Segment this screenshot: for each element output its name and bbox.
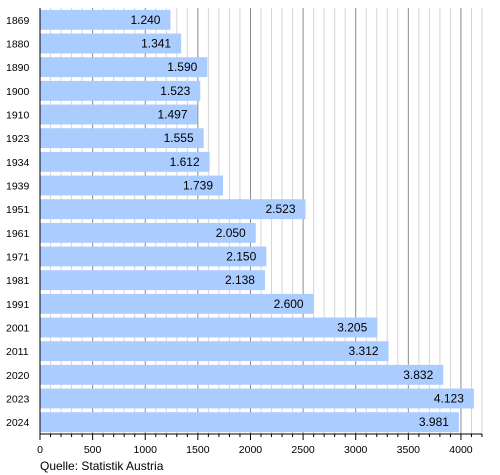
bar (40, 80, 201, 101)
category-label: 2011 (6, 346, 29, 358)
category-label: 2024 (6, 417, 30, 429)
category-label: 1900 (6, 86, 30, 98)
x-tick-label: 2000 (239, 444, 263, 456)
bar (40, 128, 204, 149)
x-tick-label: 1000 (134, 444, 158, 456)
bar (40, 175, 224, 196)
bar (40, 270, 265, 291)
bar-layer: 1.240 1.341 1.590 1.523 1.497 1.555 1.612 1.739… (40, 9, 474, 433)
bar-value-label: 2.523 (265, 202, 295, 216)
bar-value-label: 1.555 (164, 131, 194, 145)
bar (40, 293, 314, 314)
x-tick-label: 2500 (291, 444, 315, 456)
bar (40, 151, 210, 172)
bar-value-label: 2.050 (216, 226, 246, 240)
bar (40, 57, 208, 78)
bar-value-label: 2.138 (225, 273, 255, 287)
x-tick-label: 3000 (344, 444, 368, 456)
x-tick-label: 0 (37, 444, 43, 456)
x-tick-label: 1500 (186, 444, 210, 456)
bar-value-label: 3.832 (403, 368, 433, 382)
bar (40, 412, 459, 433)
bar (40, 388, 474, 409)
x-tick-label: 500 (84, 444, 102, 456)
bar-value-label: 4.123 (434, 392, 464, 406)
bar (40, 33, 182, 54)
bar (40, 246, 267, 267)
source-note: Quelle: Statistik Austria (40, 459, 164, 473)
category-label: 1939 (6, 181, 30, 193)
category-label: 2001 (6, 323, 30, 335)
bar (40, 104, 198, 125)
x-tick-label: 3500 (397, 444, 421, 456)
category-label: 2023 (6, 394, 30, 406)
bar-value-label: 1.523 (160, 84, 190, 98)
bar (40, 222, 256, 243)
category-label: 1934 (6, 157, 30, 169)
bar (40, 317, 378, 338)
bar-value-label: 2.600 (274, 297, 304, 311)
bar-value-label: 2.150 (226, 250, 256, 264)
category-label: 1961 (6, 228, 30, 240)
category-label: 1971 (6, 252, 30, 264)
axis-layer: 1869 1880 1890 1900 1910 1923 1934 1939 1951 1961… (6, 8, 483, 456)
bar-value-label: 3.981 (419, 415, 449, 429)
bar-value-label: 1.590 (167, 60, 197, 74)
category-label: 1981 (6, 275, 30, 287)
grid-layer (50, 8, 483, 434)
bar-value-label: 3.312 (349, 344, 379, 358)
bar-value-label: 1.739 (183, 179, 213, 193)
bar (40, 9, 171, 30)
bar-value-label: 1.240 (130, 13, 160, 27)
category-label: 1923 (6, 133, 30, 145)
category-label: 1991 (6, 299, 30, 311)
category-label: 2020 (6, 370, 30, 382)
bar-value-label: 1.341 (141, 37, 171, 51)
bar (40, 341, 389, 362)
bar (40, 364, 444, 385)
bar-value-label: 1.612 (170, 155, 200, 169)
bar (40, 199, 306, 220)
bar-value-label: 1.497 (158, 108, 188, 122)
category-label: 1890 (6, 62, 30, 74)
bar-value-label: 3.205 (337, 321, 367, 335)
category-label: 1951 (6, 204, 30, 216)
category-label: 1910 (6, 110, 30, 122)
category-label: 1880 (6, 39, 30, 51)
x-tick-label: 4000 (449, 444, 473, 456)
category-label: 1869 (6, 15, 30, 27)
